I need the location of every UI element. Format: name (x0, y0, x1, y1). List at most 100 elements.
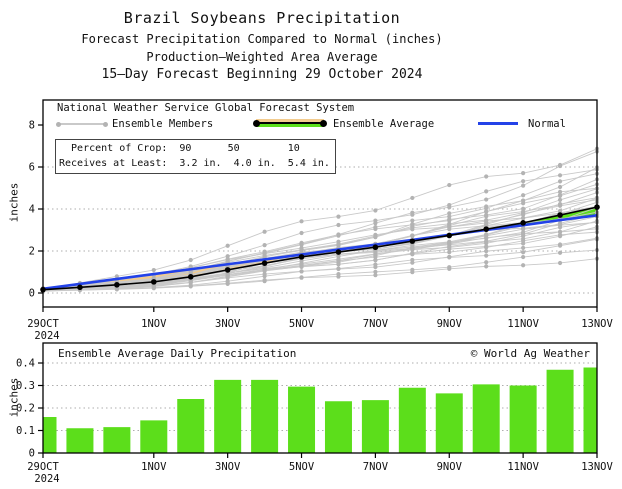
daily-bar (103, 427, 130, 453)
ensemble-average-dot (77, 285, 83, 291)
ensemble-average-dot (410, 238, 416, 244)
x-axis-year-label: 2024 (34, 473, 59, 485)
normal-line (43, 215, 597, 288)
ensemble-average-dot (114, 282, 120, 288)
ensemble-member-dot (226, 258, 230, 262)
ensemble-member-dot (373, 255, 377, 259)
ensemble-member-dot (263, 272, 267, 276)
ensemble-member-dot (226, 281, 230, 285)
ensemble-member-dot (299, 264, 303, 268)
receives-at-least-row: Receives at Least: 3.2 in. 4.0 in. 5.4 i… (59, 156, 335, 171)
ensemble-member-line (43, 170, 597, 291)
ensemble-member-dot (558, 244, 562, 248)
ensemble-average-dot (151, 279, 157, 285)
ensemble-average-dot (336, 249, 342, 255)
ensemble-member-dot (189, 284, 193, 288)
ensemble-average-dot (373, 244, 379, 250)
subtitle-comparison: Forecast Precipitation Compared to Norma… (0, 32, 524, 46)
ensemble-member-dot (410, 258, 414, 262)
ensemble-average-dot (483, 226, 489, 232)
y-tick-label: 2 (29, 246, 35, 258)
ensemble-member-dot (484, 174, 488, 178)
ensemble-member-dot (263, 230, 267, 234)
ensemble-member-dot (521, 184, 525, 188)
ensemble-member-dot (373, 208, 377, 212)
ensemble-member-dot (336, 214, 340, 218)
ensemble-member-dot (521, 216, 525, 220)
ensemble-average-dot (557, 212, 563, 218)
daily-bar (214, 380, 241, 453)
x-tick-label: 13NOV (581, 461, 613, 473)
legend-header: National Weather Service Global Forecast… (57, 102, 354, 114)
x-tick-label: 9NOV (437, 318, 463, 330)
y-tick-label: 4 (29, 204, 35, 216)
ensemble-member-dot (447, 267, 451, 271)
ensemble-member-dot (226, 244, 230, 248)
daily-bar (473, 384, 500, 453)
ensemble-members-label: Ensemble Members (112, 118, 213, 130)
daily-bar (140, 420, 167, 453)
ensemble-member-dot (299, 231, 303, 235)
ensemble-member-dot (410, 270, 414, 274)
ensemble-member-dot (410, 247, 414, 251)
ensemble-member-dot (521, 198, 525, 202)
y-tick-label: 6 (29, 162, 35, 174)
y-tick-label: 0 (29, 288, 35, 300)
ensemble-member-dot (484, 264, 488, 268)
bottom-chart-title: Ensemble Average Daily Precipitation (58, 347, 296, 360)
ensemble-member-dot (373, 227, 377, 231)
ensemble-member-dot (373, 262, 377, 266)
ensemble-member-dot (410, 252, 414, 256)
weather-chart-screen: Brazil Soybeans Precipitation Forecast P… (0, 0, 622, 489)
ensemble-member-dot (521, 227, 525, 231)
daily-bar (547, 370, 574, 453)
ensemble-member-dot (152, 268, 156, 272)
ensemble-member-dot (152, 286, 156, 290)
ensemble-member-dot (410, 233, 414, 237)
ensemble-member-dot (558, 164, 562, 168)
ensemble-average-dot (299, 254, 305, 260)
copyright-credit: © World Ag Weather (471, 347, 590, 360)
ensemble-member-dot (299, 246, 303, 250)
ensemble-member-dot (521, 171, 525, 175)
ensemble-average-legend-dot-right (320, 120, 327, 127)
daily-bar (325, 401, 352, 453)
ensemble-average-dot (262, 260, 268, 266)
x-tick-label: 13NOV (581, 318, 613, 330)
ensemble-member-dot (558, 179, 562, 183)
ensemble-member-dot (263, 278, 267, 282)
bottom-y-axis-label: inches (8, 368, 21, 428)
ensemble-member-dot (447, 183, 451, 187)
ensemble-member-dot (263, 243, 267, 247)
ensemble-member-dot (558, 173, 562, 177)
ensemble-member-dot (558, 198, 562, 202)
ensemble-member-dot (558, 225, 562, 229)
ensemble-member-line (43, 174, 597, 291)
ensemble-member-dot (447, 203, 451, 207)
x-tick-label: 9NOV (437, 461, 463, 473)
ensemble-member-dot (447, 227, 451, 231)
daily-bar (436, 393, 463, 453)
ensemble-member-dot (299, 219, 303, 223)
ensemble-member-dot (558, 190, 562, 194)
ensemble-member-dot (189, 258, 193, 262)
ensemble-member-dot (558, 202, 562, 206)
x-tick-label: 7NOV (363, 461, 389, 473)
ensemble-average-legend-line (256, 122, 324, 124)
page-title: Brazil Soybeans Precipitation (0, 9, 524, 27)
ensemble-member-dot (484, 260, 488, 264)
ensemble-member-dot (558, 185, 562, 189)
ensemble-member-dot (484, 253, 488, 257)
ensemble-member-dot (447, 255, 451, 259)
subtitle-area-average: Production–Weighted Area Average (0, 50, 524, 64)
ensemble-average-legend-marker (256, 119, 324, 128)
ensemble-average-dot (188, 274, 194, 280)
ensemble-member-dot (263, 268, 267, 272)
ensemble-member-dot (521, 232, 525, 236)
ensemble-average-dot (225, 267, 231, 273)
ensemble-member-dot (336, 274, 340, 278)
ensemble-member-dot (521, 250, 525, 254)
ensemble-member-dot (336, 267, 340, 271)
daily-bar (66, 428, 93, 453)
ensemble-member-dot (373, 250, 377, 254)
